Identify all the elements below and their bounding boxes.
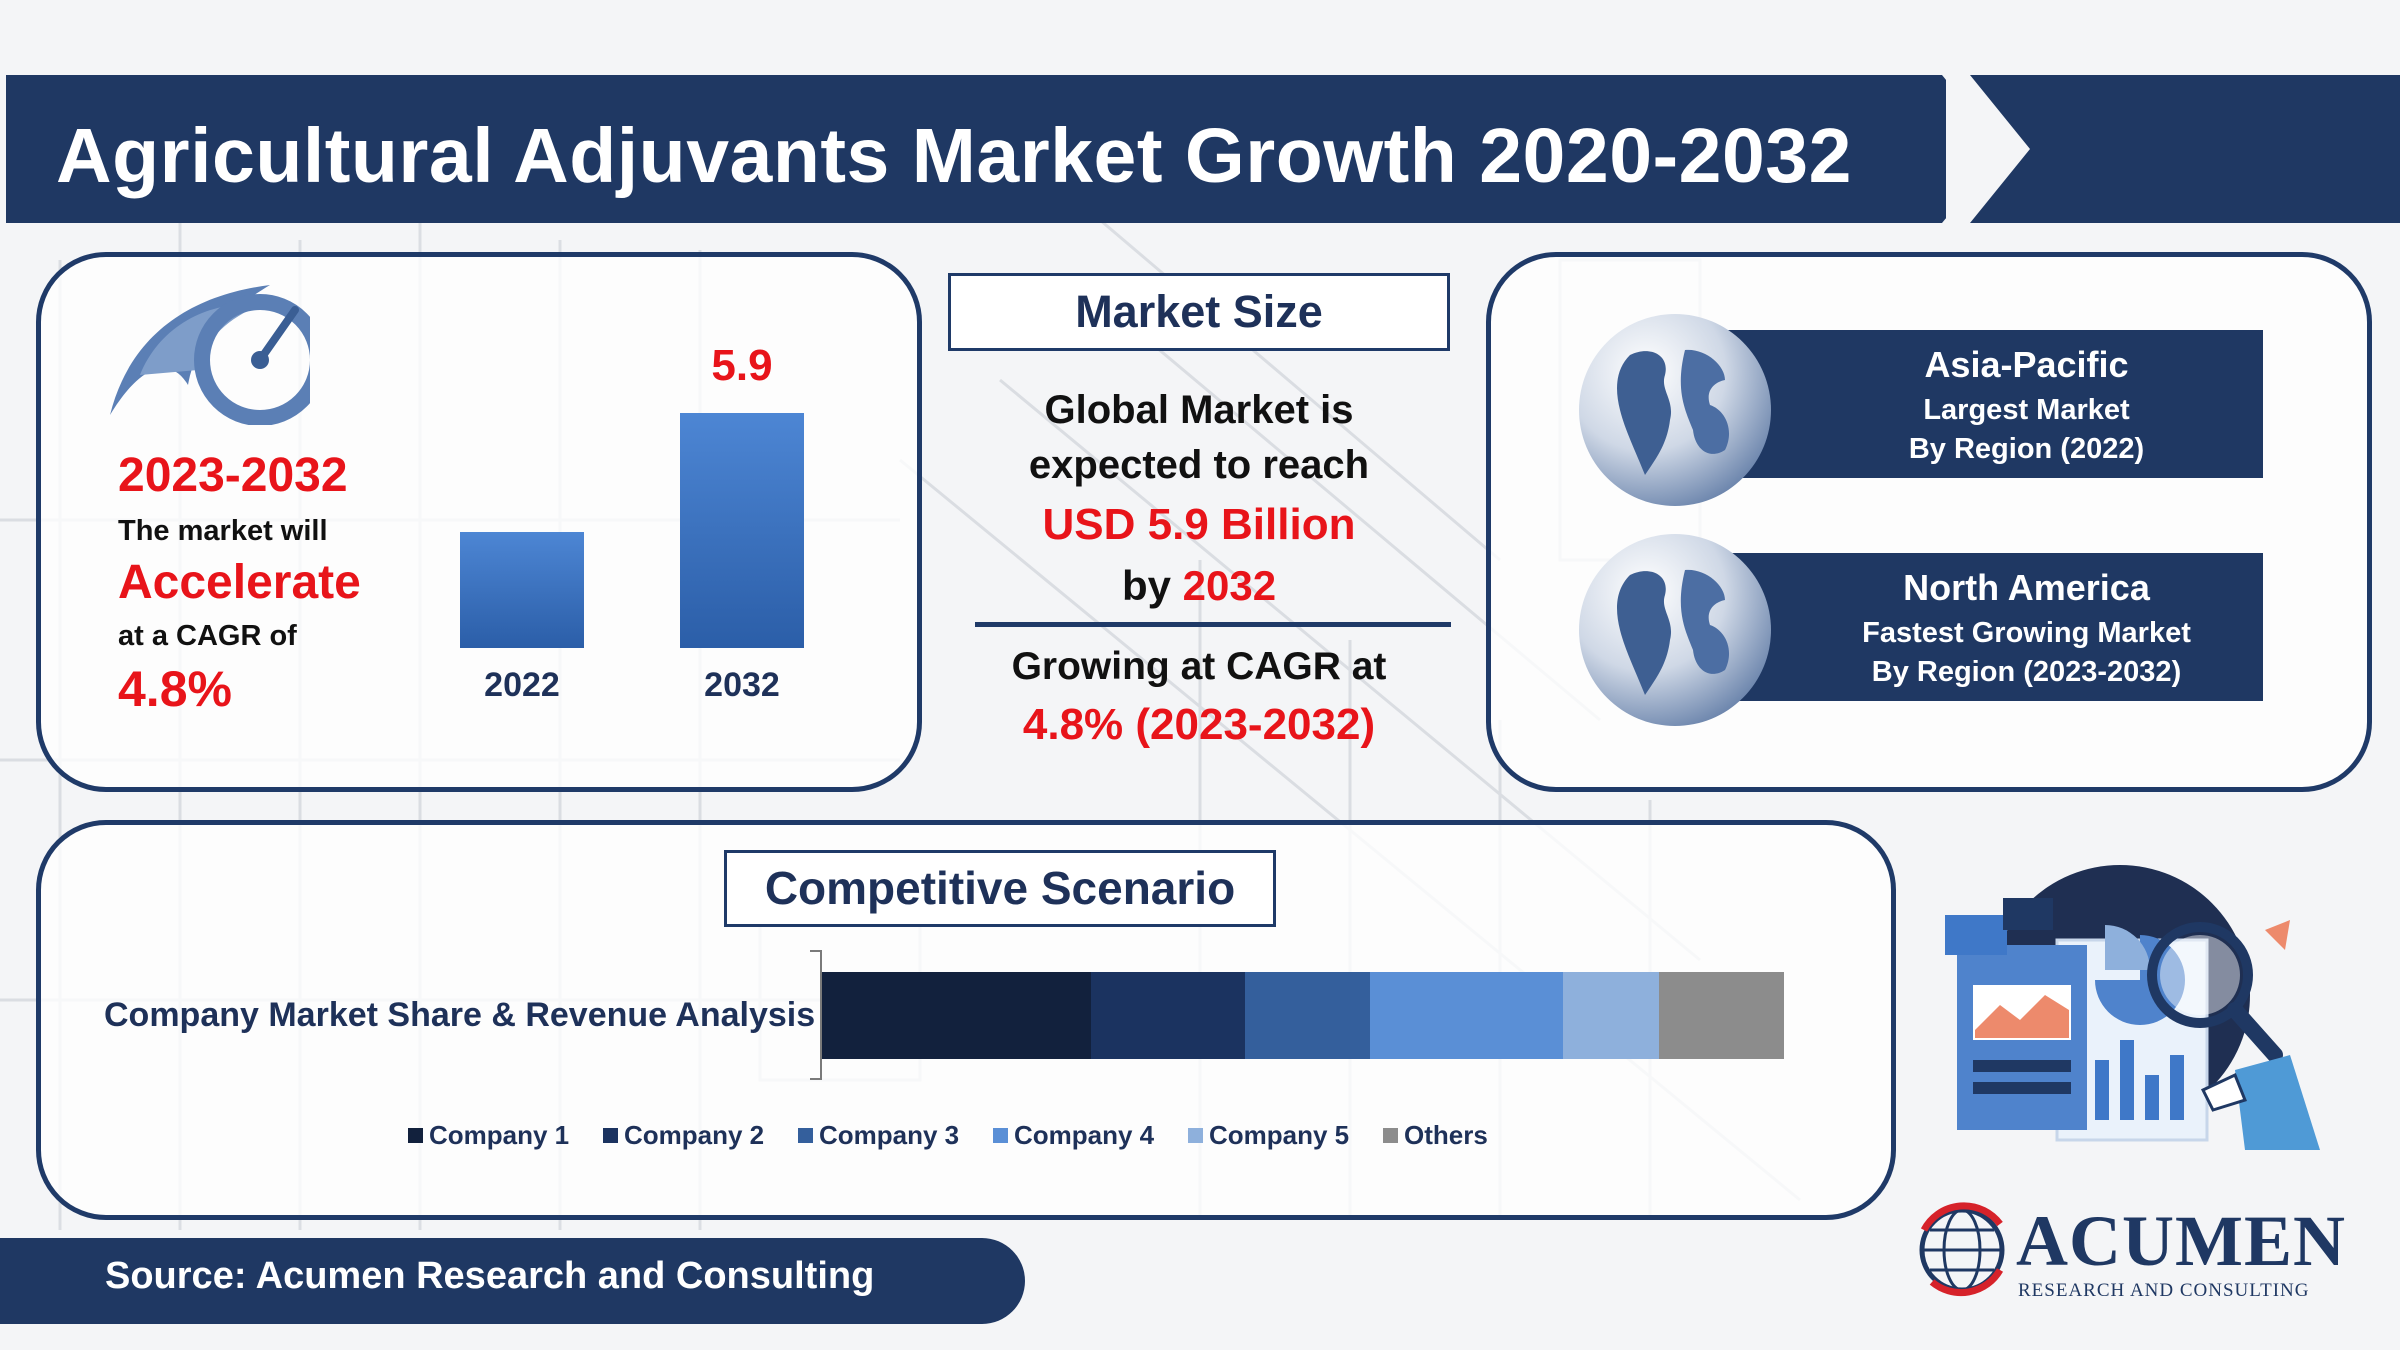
region-line2: By Region (2023-2032)	[1871, 656, 2182, 688]
market-value: USD 5.9 Billion	[1042, 500, 1356, 549]
acumen-logo-icon	[1919, 1202, 2005, 1297]
growing-line: Growing at CAGR at	[1011, 645, 1387, 688]
axis-bracket	[810, 950, 822, 1080]
source-text: Source: Acumen Research and Consulting	[105, 1255, 875, 1297]
legend-swatch	[798, 1128, 813, 1143]
share-segment-company-1	[822, 972, 1092, 1059]
legend-swatch	[603, 1128, 618, 1143]
source-banner	[0, 1238, 1025, 1324]
share-segment-others	[1658, 972, 1784, 1059]
speedometer-icon	[110, 285, 310, 425]
by-year-line: by 2032	[948, 562, 1450, 610]
region-card-north-america: North America Fastest Growing Market By …	[1700, 553, 2263, 701]
analytics-illustration	[1945, 865, 2320, 1150]
legend-label: Company 1	[429, 1120, 570, 1150]
legend-label: Others	[1404, 1120, 1488, 1150]
title-banner	[6, 75, 1946, 223]
category-label: 2022	[484, 666, 560, 704]
market-size-bar-2022	[460, 532, 584, 648]
region-line1: Fastest Growing Market	[1862, 617, 2191, 649]
global-market-line: Global Market is	[1044, 388, 1354, 432]
banner-arrow	[1970, 75, 2400, 223]
forecast-period: 2023-2032	[118, 449, 348, 502]
market-share-stacked-bar	[822, 972, 1784, 1059]
region-name: Asia-Pacific	[1924, 344, 2129, 385]
competitive-title: Competitive Scenario	[724, 850, 1276, 927]
accelerate-text: Accelerate	[118, 556, 361, 609]
legend-item: Company 4	[993, 1120, 1154, 1150]
globe-icon	[1579, 314, 1771, 506]
legend-item: Company 3	[798, 1120, 959, 1150]
market-will-text: The market will	[118, 515, 328, 547]
legend-item: Others	[1383, 1120, 1488, 1150]
legend-item: Company 2	[603, 1120, 764, 1150]
legend-swatch	[408, 1128, 423, 1143]
category-label: 2032	[704, 666, 780, 704]
growing-value: 4.8% (2023-2032)	[1022, 700, 1376, 749]
brand-name: ACUMEN	[2016, 1201, 2346, 1281]
page-title: Agricultural Adjuvants Market Growth 202…	[56, 113, 1852, 199]
share-segment-company-5	[1562, 972, 1659, 1059]
market-size-bar-2032	[680, 413, 804, 648]
cagr-value: 4.8%	[118, 661, 232, 717]
market-size-title: Market Size	[948, 273, 1450, 351]
region-line2: By Region (2022)	[1908, 433, 2145, 465]
divider	[975, 622, 1451, 627]
share-segment-company-4	[1370, 972, 1563, 1059]
legend-swatch	[993, 1128, 1008, 1143]
legend-swatch	[1188, 1128, 1203, 1143]
share-row-label: Company Market Share & Revenue Analysis	[104, 996, 816, 1034]
data-label: 5.9	[711, 341, 773, 390]
market-size-bar-chart: 2022 2032 5.9	[440, 330, 840, 710]
legend-swatch	[1383, 1128, 1398, 1143]
legend-label: Company 3	[819, 1120, 960, 1150]
legend-label: Company 5	[1209, 1120, 1350, 1150]
by-year: 2032	[1182, 562, 1277, 609]
region-card-asia-pacific: Asia-Pacific Largest Market By Region (2…	[1700, 330, 2263, 478]
legend-item: Company 1	[408, 1120, 569, 1150]
region-name: North America	[1903, 567, 2150, 608]
brand-tagline: RESEARCH AND CONSULTING	[2018, 1280, 2310, 1301]
share-segment-company-2	[1091, 972, 1246, 1059]
region-line1: Largest Market	[1923, 394, 2130, 426]
share-segment-company-3	[1245, 972, 1371, 1059]
globe-icon	[1579, 534, 1771, 726]
cagr-of-text: at a CAGR of	[118, 620, 297, 652]
by-label: by	[1121, 562, 1171, 609]
legend-label: Company 4	[1014, 1120, 1155, 1150]
expected-line: expected to reach	[1028, 443, 1370, 487]
legend-item: Company 5	[1188, 1120, 1349, 1150]
legend-label: Company 2	[624, 1120, 765, 1150]
